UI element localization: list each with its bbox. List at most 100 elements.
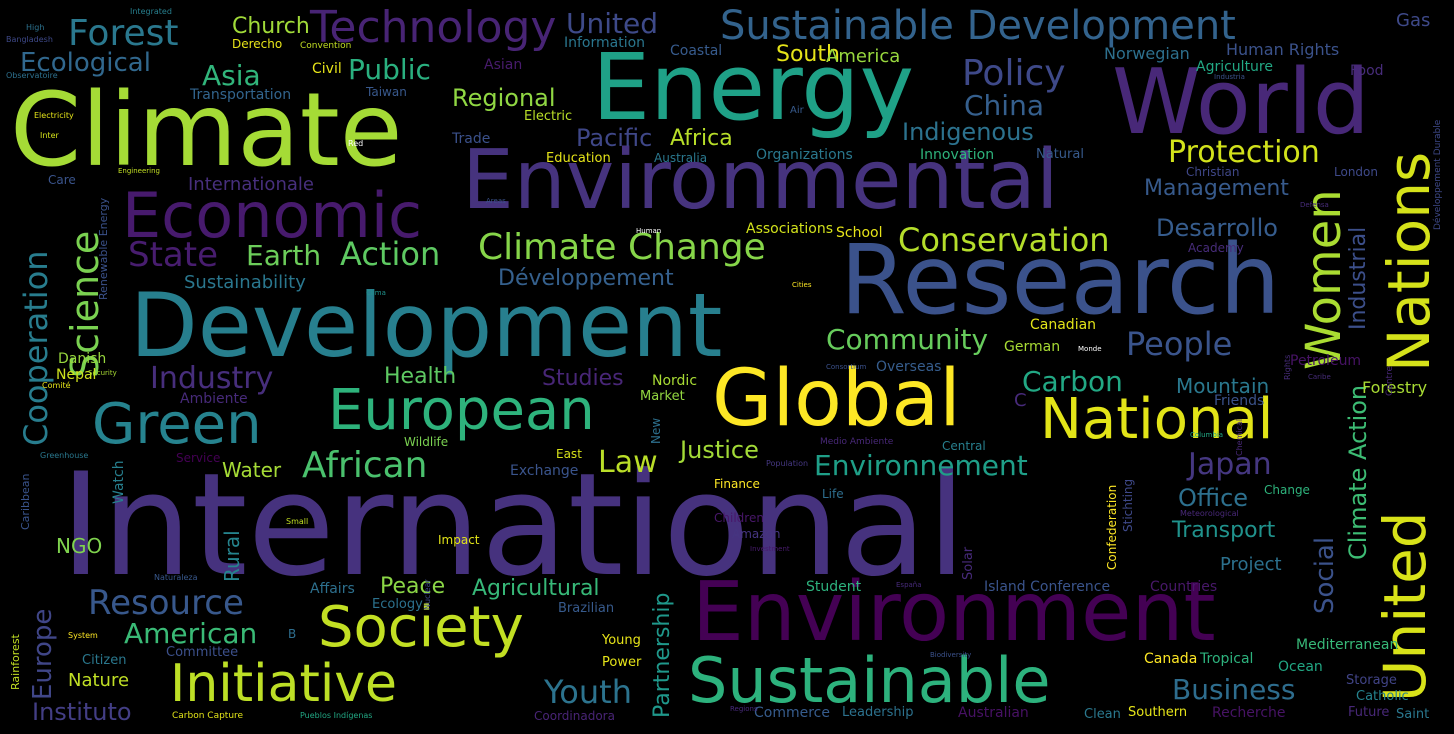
word: Initiative bbox=[170, 654, 398, 714]
word: Community bbox=[826, 323, 989, 356]
word: Green bbox=[92, 392, 262, 457]
word: Partnership bbox=[650, 592, 675, 718]
word: Stichting bbox=[1121, 478, 1135, 532]
word: Coordinadora bbox=[534, 709, 615, 723]
word: Industrial bbox=[1346, 226, 1371, 330]
word: Coastal bbox=[670, 43, 723, 59]
word: Rural bbox=[220, 530, 244, 582]
word: Cooperation bbox=[17, 250, 55, 446]
word: Saint bbox=[1396, 707, 1430, 722]
word: Citizen bbox=[82, 653, 127, 668]
word: Brazilian bbox=[558, 601, 615, 616]
word: Climate Action bbox=[1344, 384, 1372, 560]
word: Affairs bbox=[310, 581, 355, 597]
word: Carbon bbox=[1022, 365, 1123, 398]
word: Commerce bbox=[754, 705, 830, 721]
word: Carbon Capture bbox=[172, 711, 244, 721]
word: Biodiversity bbox=[930, 651, 972, 659]
word: Water bbox=[222, 458, 282, 482]
word: Air bbox=[790, 105, 804, 116]
word: Management bbox=[1144, 176, 1289, 201]
word: Caribbean bbox=[19, 473, 32, 530]
word: Student bbox=[806, 579, 862, 595]
word: New bbox=[649, 417, 663, 444]
word: Research bbox=[840, 224, 1281, 336]
word: Africa bbox=[670, 126, 733, 151]
word: Education bbox=[546, 151, 611, 166]
word: Human Rights bbox=[1226, 40, 1340, 59]
word: Friends bbox=[1214, 393, 1265, 409]
word: Human bbox=[636, 227, 662, 235]
word: Climate bbox=[10, 71, 403, 190]
word: Ecology bbox=[372, 597, 423, 612]
word: Society bbox=[318, 595, 524, 660]
word: Service bbox=[176, 451, 221, 465]
word: Centre bbox=[1385, 365, 1395, 396]
word: Project bbox=[1220, 554, 1282, 575]
word: Amazon bbox=[732, 527, 781, 541]
word: Nordic bbox=[652, 373, 698, 389]
word: Natural bbox=[1036, 147, 1084, 162]
word: Canadian bbox=[1030, 317, 1097, 333]
word: Cities bbox=[792, 281, 812, 289]
word: Future bbox=[1348, 705, 1390, 720]
word: Catholic bbox=[1356, 689, 1409, 704]
word: Investment bbox=[750, 545, 790, 553]
word: Committee bbox=[166, 645, 239, 660]
word: Industria bbox=[1214, 73, 1245, 81]
word: Overseas bbox=[876, 359, 942, 375]
word: Security bbox=[88, 369, 117, 377]
word: Greenhouse bbox=[40, 451, 89, 460]
word: Recherche bbox=[1212, 705, 1286, 721]
word: Columbia bbox=[1190, 431, 1224, 439]
word: Economic bbox=[122, 179, 423, 252]
word: Social bbox=[1310, 536, 1340, 614]
word: World bbox=[1112, 50, 1370, 155]
word: Health bbox=[384, 364, 457, 389]
word: Mountain bbox=[1176, 374, 1270, 398]
word: School bbox=[836, 225, 883, 241]
word: Consortium bbox=[826, 363, 867, 371]
word: Defensa bbox=[1300, 201, 1329, 209]
word: Ocean bbox=[1278, 659, 1323, 675]
word: Sustainable Development bbox=[720, 3, 1236, 49]
word: Naturaleza bbox=[154, 573, 198, 582]
word: Canada bbox=[1144, 651, 1198, 667]
word: Public bbox=[348, 53, 431, 86]
word: Small bbox=[286, 517, 309, 526]
word: Meteorological bbox=[1180, 509, 1239, 518]
word: Agricultural bbox=[472, 576, 600, 601]
word: Global bbox=[712, 354, 961, 444]
word: Solar bbox=[961, 546, 976, 580]
word: International bbox=[60, 443, 967, 608]
word: Island Conference bbox=[984, 579, 1111, 595]
word: Protection bbox=[1168, 135, 1320, 170]
word: System bbox=[68, 631, 98, 640]
word: Environnement bbox=[814, 449, 1028, 482]
word: Electric bbox=[524, 109, 573, 124]
word: Conservation bbox=[898, 221, 1110, 259]
word: Inter bbox=[40, 131, 59, 140]
word: Young bbox=[602, 633, 641, 648]
word: Red bbox=[348, 139, 364, 148]
word: Ambiente bbox=[180, 391, 248, 407]
word: Civil bbox=[312, 61, 342, 77]
word: Law bbox=[598, 445, 658, 480]
word: Justice bbox=[680, 436, 759, 464]
word: Business bbox=[1172, 673, 1296, 706]
word: Change bbox=[1264, 483, 1310, 497]
word: Areas bbox=[486, 197, 506, 205]
word: Développement Durable bbox=[1433, 119, 1443, 230]
word: Regional bbox=[452, 84, 556, 112]
word: European bbox=[328, 378, 595, 443]
word: America bbox=[826, 46, 901, 67]
word: Medio Ambiente bbox=[820, 437, 894, 447]
word: Rainforest bbox=[9, 634, 22, 690]
word: Food bbox=[1350, 63, 1384, 79]
word: Nations bbox=[1375, 151, 1443, 372]
word: Agriculture bbox=[1196, 59, 1273, 75]
word: Studies bbox=[542, 366, 624, 391]
word: Nepal bbox=[56, 367, 97, 383]
word: Transportation bbox=[190, 87, 292, 103]
